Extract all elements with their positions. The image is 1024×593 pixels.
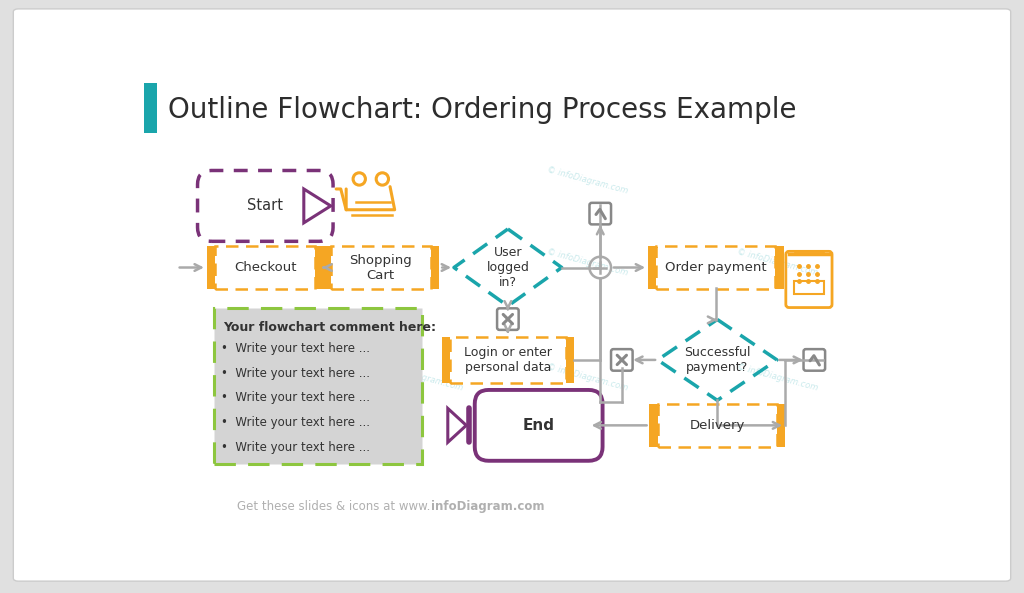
- Text: Outline Flowchart: Ordering Process Example: Outline Flowchart: Ordering Process Exam…: [168, 95, 796, 124]
- Text: •  Write your text here ...: • Write your text here ...: [221, 367, 371, 380]
- Text: •  Write your text here ...: • Write your text here ...: [221, 391, 371, 404]
- Text: infoDiagram.com: infoDiagram.com: [431, 500, 545, 513]
- Text: Start: Start: [248, 199, 284, 213]
- Text: Your flowchart comment here:: Your flowchart comment here:: [223, 321, 436, 334]
- FancyBboxPatch shape: [198, 171, 333, 241]
- Text: •  Write your text here ...: • Write your text here ...: [221, 342, 371, 355]
- Text: Checkout: Checkout: [234, 261, 297, 274]
- Bar: [451, 337, 565, 383]
- Bar: [331, 246, 431, 289]
- Text: Order payment: Order payment: [665, 261, 767, 274]
- Bar: [323, 246, 331, 289]
- Text: © infoDiagram.com: © infoDiagram.com: [547, 165, 630, 196]
- Bar: [794, 280, 824, 295]
- Bar: [215, 246, 315, 289]
- Text: © infoDiagram.com: © infoDiagram.com: [381, 362, 464, 392]
- Bar: [657, 404, 777, 447]
- Bar: [315, 246, 324, 289]
- Text: •  Write your text here ...: • Write your text here ...: [221, 416, 371, 429]
- Text: Shopping
Cart: Shopping Cart: [349, 254, 413, 282]
- Bar: [565, 337, 574, 383]
- Bar: [431, 246, 439, 289]
- Bar: [207, 246, 215, 289]
- Bar: [214, 308, 422, 464]
- Text: © infoDiagram.com: © infoDiagram.com: [547, 362, 630, 392]
- Text: Login or enter
personal data: Login or enter personal data: [464, 346, 552, 374]
- Text: Get these slides & icons at www.: Get these slides & icons at www.: [238, 500, 431, 513]
- Bar: [649, 404, 657, 447]
- Text: Successful
payment?: Successful payment?: [684, 346, 751, 374]
- FancyBboxPatch shape: [804, 349, 825, 371]
- Bar: [775, 246, 784, 289]
- Text: © infoDiagram.com: © infoDiagram.com: [547, 248, 630, 278]
- Text: © infoDiagram.com: © infoDiagram.com: [735, 248, 818, 278]
- Text: •  Write your text here ...: • Write your text here ...: [221, 441, 371, 454]
- Bar: [441, 337, 451, 383]
- Text: End: End: [522, 418, 555, 433]
- Bar: [144, 82, 157, 133]
- FancyBboxPatch shape: [475, 390, 602, 461]
- FancyBboxPatch shape: [611, 349, 633, 371]
- FancyBboxPatch shape: [497, 308, 518, 330]
- FancyBboxPatch shape: [590, 203, 611, 224]
- Bar: [777, 404, 785, 447]
- Text: User
logged
in?: User logged in?: [486, 246, 529, 289]
- Text: © infoDiagram.com: © infoDiagram.com: [735, 362, 818, 392]
- Bar: [656, 246, 775, 289]
- Text: Delivery: Delivery: [689, 419, 745, 432]
- Bar: [647, 246, 656, 289]
